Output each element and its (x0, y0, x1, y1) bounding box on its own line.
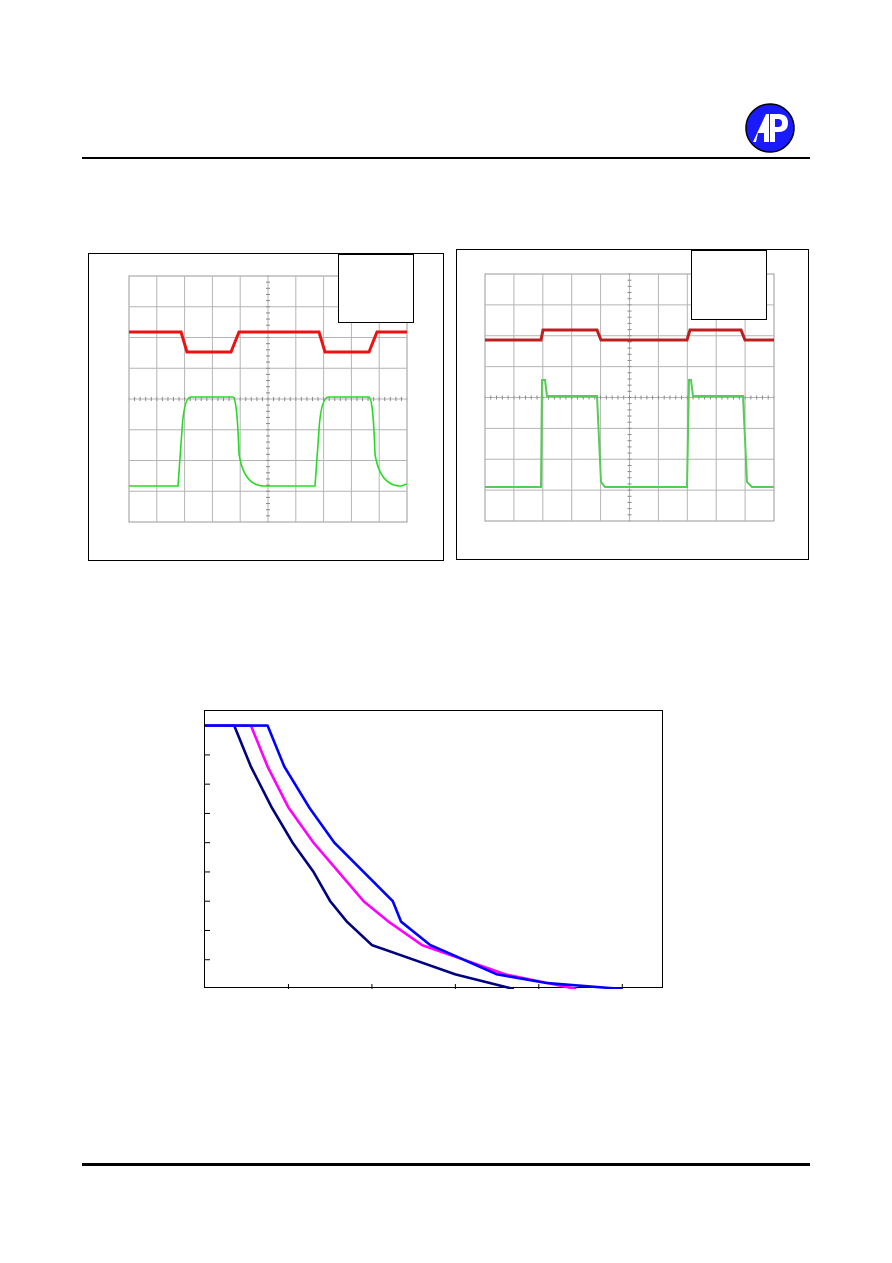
scope-left-trace-1 (129, 330, 407, 354)
chart-series-line-1 (205, 724, 515, 989)
chart-series-line-3 (205, 724, 623, 989)
scope-left-trace-2 (129, 396, 408, 487)
derating-chart (204, 710, 663, 989)
chart-series-line-2 (205, 724, 577, 989)
footer-rule (82, 1163, 810, 1166)
scope-right-screen (484, 273, 775, 522)
scope-right-trace-2 (485, 379, 774, 488)
scope-left-frame (88, 253, 444, 561)
derating-chart-plot (205, 724, 623, 989)
scope-left-inset (338, 254, 414, 323)
scope-right-trace-1 (485, 328, 774, 342)
scope-right-frame (456, 249, 809, 560)
scope-right-inset (691, 250, 767, 320)
header-rule (82, 157, 810, 159)
company-logo (744, 102, 796, 154)
